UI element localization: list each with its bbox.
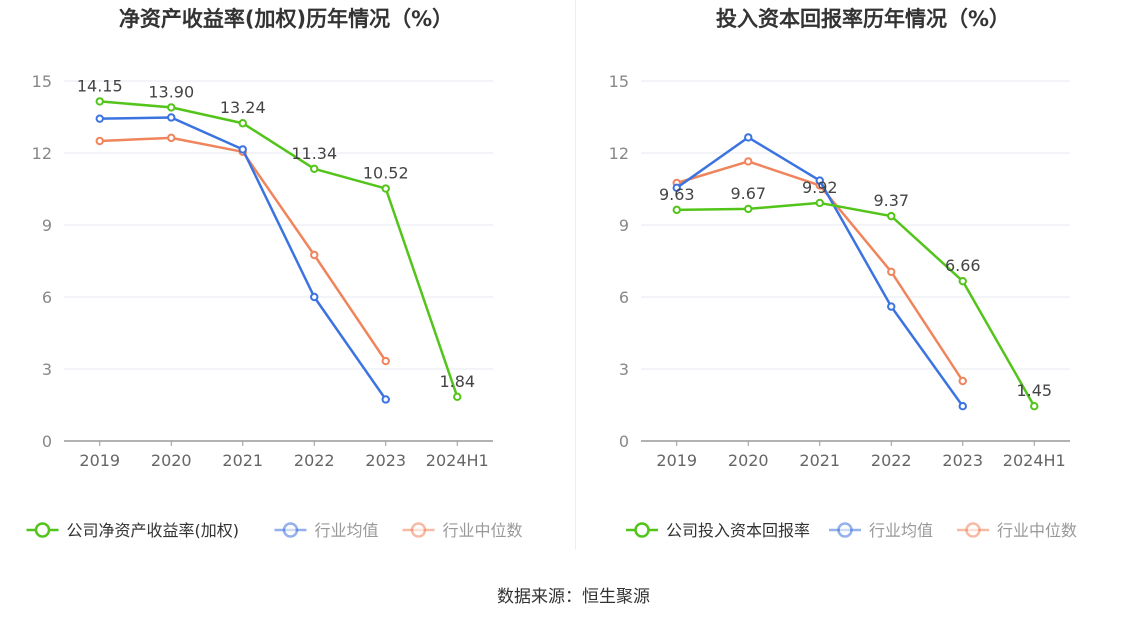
roe-data-label: 1.84	[439, 372, 475, 391]
chart-roe: 净资产收益率(加权)历年情况（%） 0 3 6 9 12 15 2019 2020 2021 202…	[0, 0, 573, 560]
roic-x-tick-label: 2021	[799, 451, 840, 470]
roe-legend-item-0[interactable]: 公司净资产收益率(加权)	[26, 521, 240, 540]
roic-data-point	[958, 402, 967, 411]
roe-y-tick-label: 3	[42, 360, 52, 379]
chart-divider	[575, 0, 576, 550]
roic-legend-item-0[interactable]: 公司投入资本回报率	[626, 521, 810, 540]
roic-data-point	[887, 267, 896, 276]
roic-y-tick-label: 3	[619, 360, 629, 379]
roic-legend-marker	[965, 522, 981, 538]
roic-data-label: 6.66	[945, 256, 981, 275]
roe-data-label: 14.15	[77, 76, 123, 95]
roic-data-point	[672, 205, 681, 215]
chart-roic: 投入资本回报率历年情况（%） 0 3 6 9 12 15 2019 2020 2021 2022 20…	[577, 0, 1147, 560]
roic-y-tick-label: 15	[609, 72, 629, 91]
chart-roic-svg: 投入资本回报率历年情况（%） 0 3 6 9 12 15 2019 2020 2021 2022 20…	[609, 7, 1077, 540]
roic-x-tick-label: 2020	[728, 451, 769, 470]
roic-data-point	[887, 211, 896, 221]
roic-legend-label: 行业均值	[869, 521, 933, 540]
roe-legend-marker	[410, 522, 427, 538]
roic-y-tick-label: 6	[619, 288, 629, 307]
roic-data-point	[744, 133, 753, 142]
roe-legend-marker	[34, 522, 51, 538]
roe-data-point	[381, 184, 390, 193]
roe-data-point	[238, 145, 247, 154]
roic-series-line-0	[676, 201, 1036, 407]
roic-data-point	[958, 376, 967, 386]
roic-legend-marker	[634, 522, 650, 538]
roe-data-point	[310, 164, 319, 174]
roe-y-tick-label: 15	[32, 72, 52, 91]
roe-series-line-2	[99, 136, 387, 362]
roic-x-tick-label: 2019	[656, 451, 697, 470]
roe-x-tick-label: 2020	[151, 451, 192, 470]
roic-legend-marker	[837, 522, 853, 538]
data-source-label: 数据来源：恒生聚源	[497, 587, 650, 607]
roe-x-tick-label: 2019	[79, 451, 120, 470]
roic-legend-item-1[interactable]: 行业均值	[829, 521, 933, 540]
roic-data-label: 9.92	[802, 178, 838, 197]
roe-y-tick-label: 12	[32, 144, 52, 163]
roe-legend-label: 行业均值	[315, 521, 379, 540]
roe-x-tick-label: 2022	[294, 451, 335, 470]
roe-data-point	[167, 133, 176, 143]
roic-data-point	[744, 157, 753, 166]
roic-data-label: 1.45	[1016, 381, 1052, 400]
roe-data-label: 13.90	[148, 82, 194, 101]
roe-data-point	[167, 113, 176, 122]
roic-legend-label: 行业中位数	[997, 521, 1077, 540]
roe-y-tick-label: 0	[42, 432, 52, 451]
roic-data-point	[744, 204, 753, 214]
roe-y-tick-label: 6	[42, 288, 52, 307]
roic-data-point	[958, 276, 967, 286]
roe-x-tick-label: 2024H1	[426, 451, 489, 470]
roe-legend-item-2[interactable]: 行业中位数	[402, 521, 523, 540]
roic-data-point	[815, 198, 824, 208]
roe-series-line-0	[99, 100, 459, 398]
roe-x-tick-label: 2021	[222, 451, 263, 470]
roic-data-point	[1030, 402, 1039, 411]
roe-data-point	[381, 395, 390, 404]
roe-data-point	[310, 292, 319, 302]
roic-y-tick-label: 9	[619, 216, 629, 235]
roic-data-point	[672, 183, 681, 193]
roe-data-point	[167, 103, 176, 112]
roic-x-tick-label: 2023	[942, 451, 983, 470]
roic-data-point	[887, 302, 896, 311]
roic-data-label: 9.67	[730, 184, 766, 203]
roe-data-label: 10.52	[363, 164, 409, 183]
roe-data-point	[453, 392, 462, 402]
chart-roe-svg: 净资产收益率(加权)历年情况（%） 0 3 6 9 12 15 2019 2020 2021 202…	[26, 7, 523, 540]
roe-data-point	[238, 119, 247, 128]
roic-data-label: 9.63	[659, 185, 695, 204]
roe-x-tick-label: 2023	[365, 451, 406, 470]
roe-data-label: 11.34	[291, 144, 337, 163]
roe-data-point	[95, 136, 104, 146]
roe-data-point	[381, 356, 390, 366]
roic-legend-item-2[interactable]: 行业中位数	[957, 521, 1077, 540]
roic-x-tick-label: 2022	[871, 451, 912, 470]
roic-data-label: 9.37	[873, 191, 909, 210]
roe-legend-marker	[282, 522, 299, 538]
roic-data-point	[815, 176, 824, 185]
roe-title: 净资产收益率(加权)历年情况（%）	[119, 7, 453, 31]
roic-title: 投入资本回报率历年情况（%）	[716, 7, 1010, 31]
roic-y-tick-label: 0	[619, 432, 629, 451]
roe-legend-label: 公司净资产收益率(加权)	[67, 521, 240, 540]
roe-legend-item-1[interactable]: 行业均值	[274, 521, 379, 540]
roic-y-tick-label: 12	[609, 144, 629, 163]
roe-data-label: 13.24	[220, 98, 266, 117]
roic-x-tick-label: 2024H1	[1003, 451, 1066, 470]
roe-series-line-1	[99, 116, 387, 401]
roic-legend-label: 公司投入资本回报率	[666, 521, 810, 540]
roe-data-point	[95, 114, 104, 123]
roe-y-tick-label: 9	[42, 216, 52, 235]
roe-data-point	[310, 250, 319, 260]
roe-data-point	[95, 97, 104, 106]
roe-legend-label: 行业中位数	[443, 521, 523, 540]
